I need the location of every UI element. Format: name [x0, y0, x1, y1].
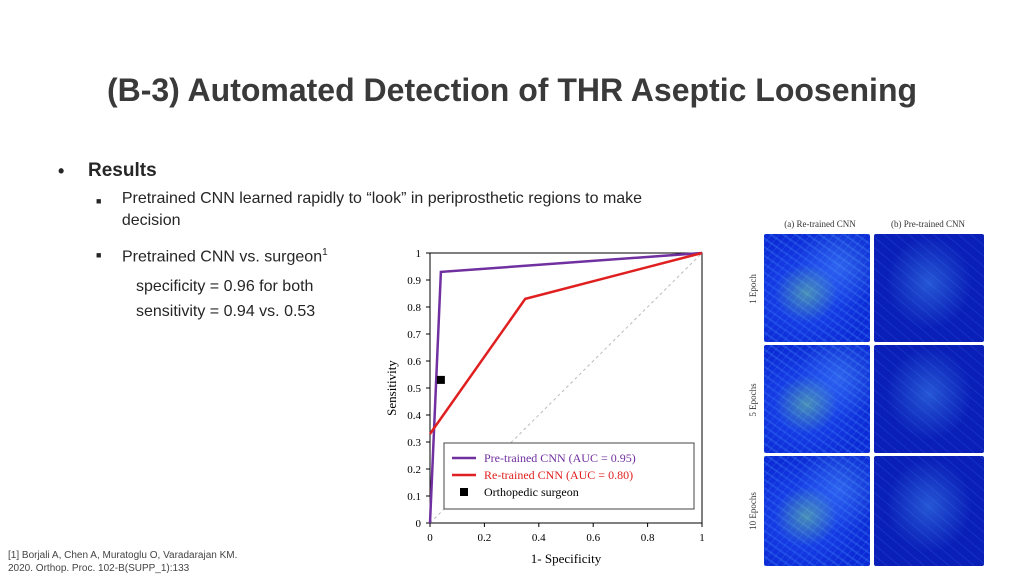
heatmap-pretrained-1-epoch [874, 234, 984, 342]
bullet-item-1: ■ Pretrained CNN learned rapidly to “loo… [96, 188, 698, 232]
y-tick-label: 0.2 [407, 464, 421, 476]
row-labels: 1 Epoch 5 Epochs 10 Epochs [748, 274, 758, 530]
heatmap-pretrained-10-epochs [874, 456, 984, 566]
y-tick-label: 0.3 [407, 437, 421, 449]
chance-diagonal [429, 252, 703, 524]
reference-line-2: 2020. Orthop. Proc. 102-B(SUPP_1):133 [8, 563, 190, 574]
legend-label-1: Pre-trained CNN (AUC = 0.95) [484, 451, 636, 465]
x-tick-label: 0.8 [641, 532, 655, 544]
legend-box [443, 442, 695, 510]
y-tick-label: 0.5 [407, 383, 421, 395]
col-b-label: (b) Pre-trained CNN [891, 219, 965, 229]
stat-sensitivity: sensitivity = 0.94 vs. 0.53 [136, 303, 316, 321]
series-line-2 [428, 251, 703, 435]
bullet-text-2-main: Pretrained CNN vs. surgeon [122, 248, 323, 266]
legend-label-2: Re-trained CNN (AUC = 0.80) [484, 468, 633, 482]
y-tick-label: 1 [416, 248, 422, 260]
stat-specificity: specificity = 0.96 for both [136, 278, 314, 296]
x-axis-label: 1- Specificity [531, 551, 602, 566]
heatmap-pretrained-5-epochs [874, 345, 984, 453]
x-tick-label: 0.2 [478, 532, 492, 544]
roc-chart: 0 0.2 0.4 0.6 0.8 1 0 0.1 0.2 0.3 0.4 0.5 0.6 0.7 0.8 0… [384, 248, 705, 566]
row-label-3: 10 Epochs [748, 492, 758, 530]
x-tick-label: 0 [427, 532, 433, 544]
bullet-text-1: Pretrained CNN learned rapidly to “look”… [121, 190, 643, 229]
reference: [1] Borjali A, Chen A, Muratoglu O, Vara… [8, 549, 237, 575]
x-tick-label: 0.6 [586, 532, 600, 544]
y-tick-label: 0.6 [407, 356, 421, 368]
slide-title: (B-3) Automated Detection of THR Aseptic… [106, 72, 918, 108]
y-axis-label: Sensitivity [384, 360, 399, 416]
x-tick-label: 0.4 [532, 532, 546, 544]
row-label-1: 1 Epoch [748, 274, 758, 304]
heatmap-retrained-10-epochs [764, 456, 870, 566]
reference-line-1: [1] Borjali A, Chen A, Muratoglu O, Vara… [8, 550, 238, 561]
series-line-1 [428, 251, 703, 524]
bullet-square: ■ [96, 250, 102, 260]
col-a-label: (a) Re-trained CNN [784, 219, 856, 229]
x-tick-label: 1 [699, 532, 705, 544]
y-tick-label: 0.4 [407, 410, 421, 422]
surgeon-marker [436, 375, 445, 384]
bullet-square: ■ [96, 196, 102, 206]
bullet-text-2: Pretrained CNN vs. surgeon1 [122, 242, 382, 268]
y-tick-label: 0.7 [407, 329, 421, 341]
y-tick-label: 0 [416, 518, 422, 530]
footnote-marker: 1 [322, 247, 328, 258]
y-tick-label: 0.8 [407, 302, 421, 314]
heatmap-retrained-1-epoch [764, 234, 870, 342]
bullet-item-2: ■ Pretrained CNN vs. surgeon1 [96, 242, 396, 268]
results-heading: • Results [58, 160, 698, 182]
heatmap-retrained-5-epochs [764, 345, 870, 453]
row-label-2: 5 Epochs [748, 383, 758, 417]
y-tick-label: 0.1 [407, 491, 421, 503]
results-list: • Results ■ Pretrained CNN learned rapid… [58, 160, 698, 324]
bullet-dot: • [58, 160, 65, 181]
legend-marker-label: Orthopedic surgeon [484, 485, 579, 499]
y-tick-label: 0.9 [407, 275, 421, 287]
results-heading-text: Results [88, 160, 157, 181]
panel-headers: (a) Re-trained CNN (b) Pre-trained CNN [784, 219, 965, 229]
legend-marker-swatch [460, 488, 468, 496]
